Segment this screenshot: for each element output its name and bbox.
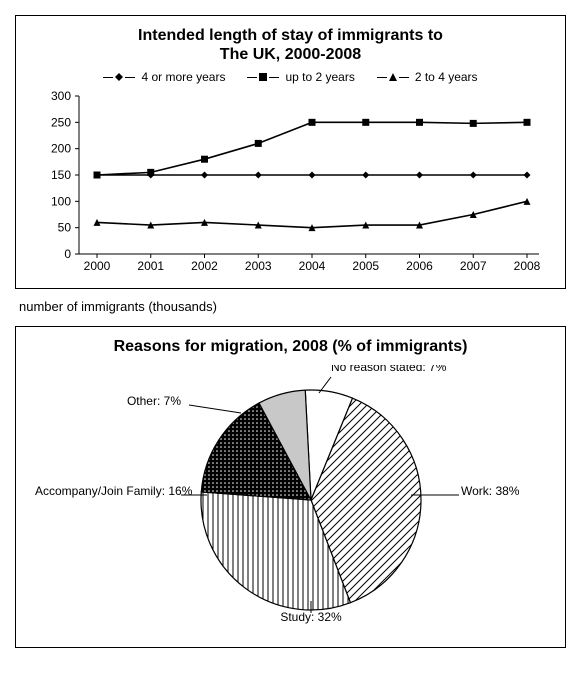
- svg-text:300: 300: [50, 89, 70, 103]
- legend-item: up to 2 years: [247, 70, 354, 84]
- svg-text:50: 50: [57, 221, 71, 235]
- triangle-icon: [377, 71, 409, 83]
- svg-text:100: 100: [50, 195, 70, 209]
- legend-label: 2 to 4 years: [415, 70, 478, 84]
- legend-label: up to 2 years: [285, 70, 354, 84]
- square-icon: [247, 71, 279, 83]
- line-chart-legend: 4 or more years up to 2 years 2 to 4 yea…: [26, 70, 555, 84]
- legend-item: 2 to 4 years: [377, 70, 478, 84]
- svg-text:2007: 2007: [459, 259, 486, 273]
- pie-chart-plot: No reason stated: 7% Work: 38% Study: 32% A…: [31, 365, 551, 625]
- svg-text:200: 200: [50, 142, 70, 156]
- svg-text:2005: 2005: [352, 259, 379, 273]
- pie-slice-label: No reason stated: 7%: [331, 365, 447, 374]
- svg-text:150: 150: [50, 168, 70, 182]
- svg-text:2003: 2003: [244, 259, 271, 273]
- line-chart-title: Intended length of stay of immigrants to…: [26, 26, 555, 64]
- diamond-icon: [103, 71, 135, 83]
- svg-text:2006: 2006: [406, 259, 433, 273]
- svg-text:250: 250: [50, 116, 70, 130]
- line-chart-caption: number of immigrants (thousands): [19, 299, 566, 314]
- svg-text:2002: 2002: [191, 259, 218, 273]
- pie-slice-label: Work: 38%: [461, 484, 520, 498]
- line-chart-plot: 0 50 100 150 200 250 300 2000 2001 2002 2003 2004 20…: [31, 88, 551, 278]
- svg-text:2001: 2001: [137, 259, 164, 273]
- pie-chart-panel: Reasons for migration, 2008 (% of immigr…: [15, 326, 566, 647]
- svg-text:2008: 2008: [513, 259, 540, 273]
- svg-text:2004: 2004: [298, 259, 325, 273]
- legend-item: 4 or more years: [103, 70, 225, 84]
- pie-slice-label: Other: 7%: [126, 394, 180, 408]
- pie-slice-label: Study: 32%: [280, 610, 342, 624]
- pie-slice-label: Accompany/Join Family: 16%: [35, 484, 193, 498]
- svg-text:2000: 2000: [83, 259, 110, 273]
- line-chart-panel: Intended length of stay of immigrants to…: [15, 15, 566, 289]
- svg-text:0: 0: [64, 247, 71, 261]
- pie-chart-title: Reasons for migration, 2008 (% of immigr…: [26, 337, 555, 356]
- legend-label: 4 or more years: [141, 70, 225, 84]
